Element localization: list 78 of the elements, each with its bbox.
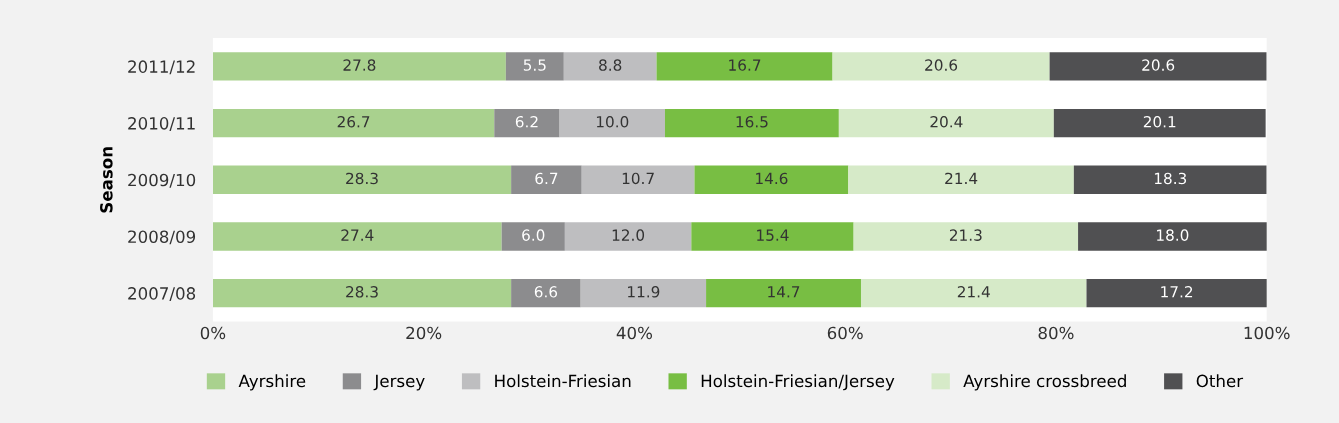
data-label: 14.7: [768, 286, 800, 298]
data-label: 28.3: [346, 172, 378, 185]
x-tick-label: 100%: [1244, 326, 1290, 340]
data-label: 11.9: [628, 286, 660, 298]
bar: [832, 52, 1050, 81]
data-label: 21.4: [957, 286, 990, 298]
bar: [691, 222, 854, 251]
data-label: 6.2: [515, 115, 538, 128]
data-label: 28.3: [346, 286, 378, 298]
data-label: 6.6: [534, 286, 558, 298]
legend-label: Other: [1196, 374, 1244, 388]
data-label: 6.0: [522, 229, 545, 241]
legend-label: Ayrshire: [238, 374, 306, 391]
data-label: 10.0: [596, 115, 629, 128]
bar: [511, 278, 581, 308]
data-label: 8.8: [599, 59, 622, 71]
bar: [853, 222, 1079, 251]
y-tick-label: 2010/11: [128, 117, 195, 131]
bar: [505, 52, 564, 81]
data-label: 20.1: [1143, 115, 1176, 128]
bar: [501, 222, 565, 251]
bar: [212, 278, 512, 308]
bar: [694, 165, 849, 194]
bar: [564, 222, 692, 251]
data-label: 6.7: [535, 172, 558, 185]
legend-label: Holstein-Friesian: [495, 374, 631, 388]
bar: [511, 165, 582, 194]
legend-label: Holstein-Friesian/Jersey: [701, 374, 895, 391]
y-tick-label: 2011/12: [128, 60, 195, 75]
bar: [212, 108, 495, 138]
bar: [656, 52, 833, 81]
y-axis-title: Season: [100, 147, 113, 213]
bar: [559, 108, 665, 138]
bar: [1086, 278, 1267, 308]
data-label: 21.4: [945, 172, 978, 184]
data-label: 27.8: [343, 59, 376, 71]
bar: [860, 278, 1087, 308]
data-label: 12.0: [612, 229, 645, 241]
bar: [838, 108, 1054, 138]
y-tick-label: 2007/08: [128, 287, 196, 302]
y-tick-label: 2008/09: [128, 230, 196, 245]
data-label: 16.5: [736, 115, 768, 128]
bar: [1053, 108, 1266, 138]
x-tick-label: 80%: [1038, 326, 1074, 340]
data-label: 20.6: [925, 59, 958, 71]
x-tick-label: 40%: [616, 326, 653, 340]
bar: [563, 52, 657, 81]
x-tick-label: 20%: [406, 326, 442, 340]
bar: [212, 165, 512, 194]
bar: [1078, 222, 1267, 251]
y-tick-label: 2009/10: [128, 173, 196, 188]
bar: [848, 165, 1074, 194]
data-label: 18.3: [1154, 172, 1187, 185]
bar: [581, 165, 695, 194]
bar: [580, 278, 707, 308]
x-tick-label: 60%: [827, 326, 863, 340]
bar: [494, 108, 560, 138]
data-label: 18.0: [1157, 229, 1189, 241]
bar: [212, 52, 506, 81]
bar: [1073, 165, 1267, 194]
data-label: 5.5: [523, 59, 546, 71]
bar: [1049, 52, 1267, 81]
data-label: 17.2: [1161, 286, 1193, 298]
data-label: 20.4: [930, 115, 963, 128]
data-label: 27.4: [341, 229, 374, 241]
data-label: 26.7: [337, 115, 370, 128]
legend-label: Jersey: [373, 374, 425, 391]
legend-label: Ayrshire crossbreed: [963, 374, 1126, 391]
data-label: 14.6: [756, 172, 788, 185]
data-label: 10.7: [622, 172, 654, 185]
data-label: 20.6: [1142, 59, 1175, 71]
bar: [706, 278, 861, 308]
bar: [664, 108, 839, 138]
data-label: 16.7: [729, 59, 761, 71]
x-tick-label: 0%: [200, 326, 226, 340]
data-label: 15.4: [757, 229, 789, 241]
data-label: 21.3: [949, 229, 982, 241]
bar: [212, 222, 502, 251]
